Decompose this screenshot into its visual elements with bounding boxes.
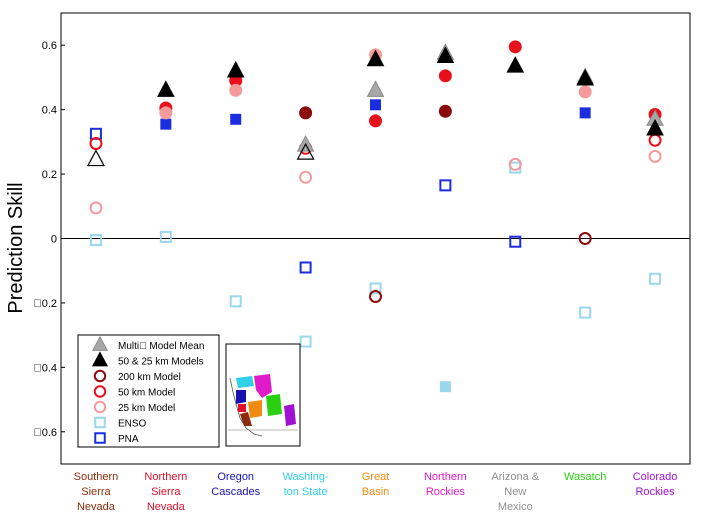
x-axis: Southern Sierra Nevada Northern Sierra Nevada… [74, 471, 678, 513]
25-km-model-marker [578, 85, 592, 99]
y-tick-label: 0.6 [42, 40, 57, 52]
legend-marker [94, 432, 106, 444]
y-tick-label:  0.6 [33, 427, 57, 439]
50-25-km-models-marker [506, 56, 525, 73]
y-tick-label:  0.2 [33, 298, 57, 310]
200-km-model-open-marker [578, 232, 592, 245]
legend-label: 25 km Model [118, 403, 175, 414]
enso-marker [299, 335, 312, 348]
plot-frame [60, 12, 691, 465]
enso-marker [369, 282, 382, 295]
50-km-model-open-marker [89, 136, 103, 150]
inset-map-region [236, 390, 246, 404]
200-km-model-marker [299, 106, 313, 120]
50-25-km-models-open-marker [296, 142, 315, 160]
25-km-model-open-marker [508, 157, 522, 171]
25-km-model-open-marker [89, 201, 103, 215]
25-km-model-marker [159, 106, 173, 120]
legend-label: ENSO [118, 419, 147, 430]
pna-open-marker [509, 235, 522, 248]
pna-marker [230, 113, 242, 125]
legend-label: 50 & 25 km Models [118, 357, 204, 368]
category-label: Arizona & New Mexico [491, 471, 539, 513]
25-km-model-open-marker [648, 149, 662, 163]
category-label: Great Basin [362, 471, 390, 498]
category-label: Oregon Cascades [211, 471, 260, 498]
inset-map-region [284, 404, 296, 426]
enso-marker [579, 306, 592, 319]
50-25-km-models-marker [366, 49, 385, 67]
25-km-model-open-marker [299, 170, 313, 184]
legend-marker [93, 369, 107, 383]
legend-label: PNA [118, 434, 139, 445]
legend-marker [91, 351, 109, 367]
category-label: Northern Sierra Nevada [144, 471, 187, 513]
50-25-km-models-marker [576, 68, 595, 86]
pna-open-marker [439, 179, 452, 192]
inset-map-region [236, 376, 254, 388]
category-label: Northern Rockies [424, 471, 467, 498]
enso-marker [159, 230, 172, 243]
data-markers [86, 40, 664, 393]
200-km-model-open-marker [369, 289, 382, 303]
category-label: Colorado Rockies [633, 471, 678, 498]
50-25-km-models-marker [436, 46, 455, 63]
inset-map-region [238, 404, 246, 412]
50-km-model-marker [369, 114, 382, 128]
200-km-model-marker [438, 104, 452, 118]
y-axis: 0.6 0.4 0.2 0  0.2  0.4  0.6 [33, 40, 65, 439]
enso-marker [229, 295, 242, 308]
y-tick-label: 0 [51, 234, 57, 246]
legend-label: 200 km Model [118, 372, 181, 383]
legend-label: Multi  Model Mean [118, 341, 204, 352]
legend: Multi  Model Mean 50 & 25 km Models 200 km… [77, 334, 220, 448]
pna-marker [370, 99, 381, 111]
y-tick-label: 0.2 [42, 169, 57, 181]
pna-marker [160, 118, 172, 130]
y-axis-label: Prediction Skill [5, 182, 27, 313]
enso-marker [649, 272, 662, 285]
legend-marker [91, 335, 109, 351]
inset-map [225, 343, 301, 447]
50-25-km-models-marker [156, 80, 175, 97]
pna-marker [579, 107, 591, 119]
inset-map-region [254, 374, 272, 398]
50-25-km-models-marker [226, 60, 245, 78]
50-km-model-marker [508, 40, 522, 54]
category-label: Southern Sierra Nevada [74, 471, 119, 513]
pna-open-marker [299, 261, 312, 274]
legend-marker [93, 400, 107, 414]
inset-map-coast [229, 377, 263, 437]
50-km-model-marker [438, 69, 452, 83]
inset-map-region [248, 400, 262, 418]
category-label: Washing-ton State [283, 471, 329, 498]
50-25-km-models-open-marker [86, 149, 105, 167]
y-tick-label: 0.4 [42, 105, 57, 117]
inset-map-region [266, 394, 282, 416]
category-label: Wasatch [564, 471, 606, 483]
50-km-model-open-marker [648, 133, 662, 147]
y-tick-label:  0.4 [33, 362, 57, 374]
legend-marker [93, 385, 107, 398]
legend-marker [94, 416, 106, 429]
multi-model-mean-marker [366, 80, 385, 97]
legend-label: 50 km Model [118, 388, 175, 399]
50-25-km-models-marker [646, 118, 664, 136]
25-km-model-marker [229, 83, 243, 97]
legend-box [77, 334, 220, 448]
enso-filled-marker [439, 381, 451, 393]
enso-marker [89, 234, 102, 247]
inset-map-region [240, 412, 252, 426]
